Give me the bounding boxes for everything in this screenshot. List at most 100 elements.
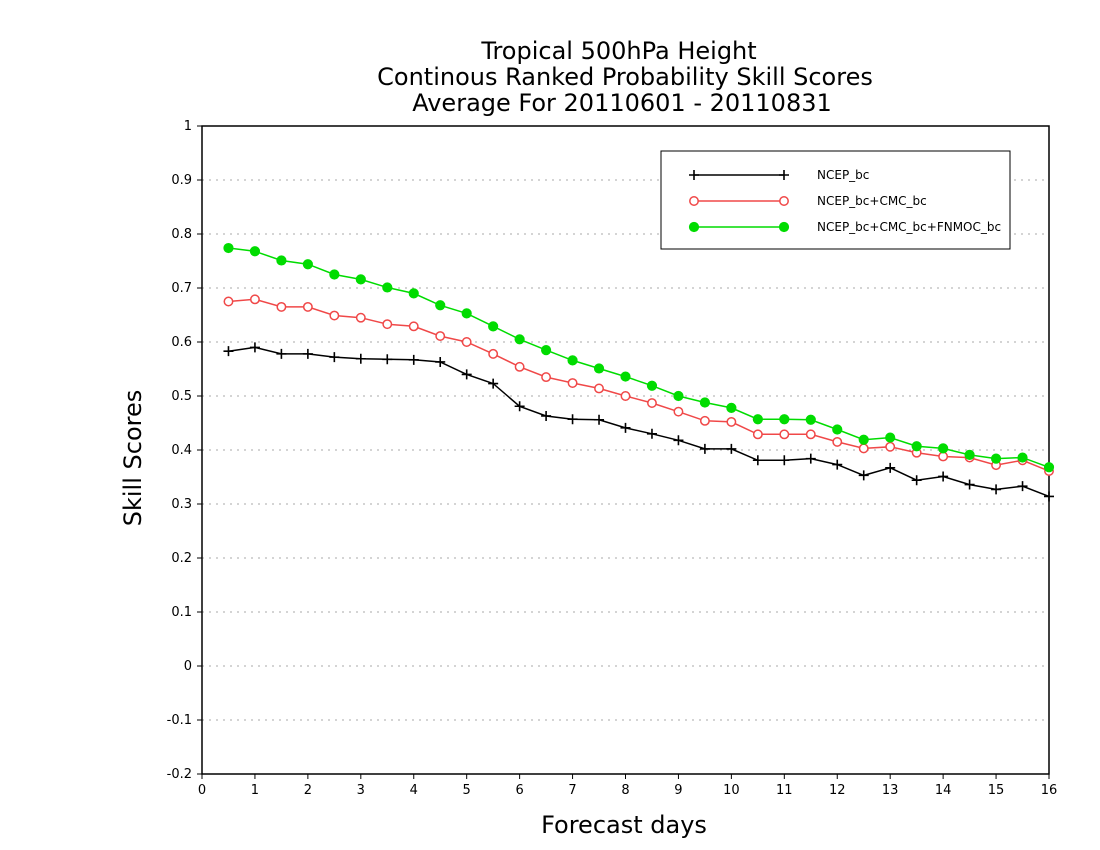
title-line-3: Average For 20110601 - 20110831 (412, 89, 832, 117)
data-point (689, 196, 699, 206)
data-point (249, 294, 260, 305)
data-point (541, 372, 552, 383)
data-point (779, 429, 790, 440)
x-tick-label: 1 (251, 783, 259, 798)
y-tick-label: 0.7 (171, 281, 192, 296)
data-point (726, 402, 737, 413)
data-point (249, 246, 261, 257)
data-point (699, 415, 710, 426)
x-tick-label: 0 (198, 783, 206, 798)
data-point (540, 345, 552, 356)
data-point (594, 414, 605, 425)
data-point (1017, 481, 1028, 492)
data-point (858, 443, 869, 454)
x-tick-label: 5 (463, 783, 471, 798)
data-point (805, 429, 816, 440)
x-tick-label: 2 (304, 783, 312, 798)
series (223, 294, 1054, 477)
data-point (620, 371, 631, 382)
data-point (435, 300, 446, 311)
y-tick-label: 1 (184, 119, 192, 134)
y-axis: -0.2 -0.1 0 0.1 0.2 0.3 0.4 0.5 0.6 0.7 0.8 0.9 1 (167, 119, 202, 782)
data-point (620, 391, 631, 401)
data-point (249, 342, 260, 353)
data-point (938, 443, 949, 454)
data-point (276, 348, 287, 359)
legend-box (660, 150, 1011, 250)
data-point (567, 378, 578, 388)
data-point (302, 301, 313, 312)
data-point (673, 406, 684, 417)
data-point (382, 282, 393, 293)
data-point (911, 441, 922, 452)
data-point (488, 348, 499, 359)
series (223, 342, 1054, 502)
y-tick-label: 0.1 (171, 605, 192, 620)
x-tick-label: 8 (621, 783, 629, 798)
x-tick-label: 10 (723, 783, 740, 798)
y-axis-title: Skill Scores (119, 390, 147, 527)
y-tick-label: -0.2 (167, 767, 192, 782)
legend-item: NCEP_bc (689, 168, 869, 182)
x-tick-label: 6 (515, 783, 523, 798)
series-layer (223, 242, 1055, 502)
data-point (302, 348, 313, 359)
data-point (276, 301, 287, 312)
x-axis: 0 1 2 3 4 5 6 7 8 9 10 11 12 13 14 15 16 (198, 774, 1057, 798)
data-point (688, 221, 700, 233)
data-point (990, 453, 1002, 464)
gridlines (202, 179, 1049, 721)
y-tick-label: -0.1 (167, 713, 192, 728)
data-point (938, 451, 949, 462)
y-tick-label: 0.6 (171, 335, 192, 350)
data-point (805, 414, 816, 425)
legend-label: NCEP_bc+CMC_bc (817, 194, 927, 208)
data-point (858, 434, 869, 445)
data-point (726, 443, 737, 454)
x-tick-label: 14 (935, 783, 952, 798)
series-line (228, 346, 1050, 498)
data-point (408, 321, 419, 332)
data-point (832, 424, 843, 435)
data-point (593, 363, 605, 374)
y-tick-label: 0.2 (171, 551, 192, 566)
data-point (911, 475, 922, 486)
data-point (276, 255, 287, 266)
data-point (382, 319, 393, 330)
data-point (885, 432, 896, 443)
data-point (488, 321, 499, 332)
data-point (779, 414, 790, 425)
data-point (858, 470, 869, 481)
series (223, 242, 1055, 473)
data-point (223, 296, 234, 307)
data-point (1043, 462, 1055, 473)
data-point (488, 378, 499, 389)
data-point (329, 352, 340, 363)
legend: NCEP_bc NCEP_bc+CMC_bc NCEP_bc+CMC_bc+FNMO… (660, 150, 1011, 250)
data-point (752, 455, 763, 466)
data-point (726, 416, 737, 427)
data-point (355, 274, 366, 285)
y-tick-label: 0 (184, 659, 192, 674)
x-tick-label: 13 (882, 783, 899, 798)
data-point (594, 383, 604, 394)
data-point (1044, 491, 1054, 502)
data-point (752, 429, 763, 440)
data-point (885, 462, 896, 473)
data-point (647, 398, 657, 408)
x-tick-label: 12 (829, 783, 846, 798)
data-point (779, 196, 789, 206)
title-line-2: Continous Ranked Probability Skill Score… (377, 63, 873, 91)
data-point (689, 170, 699, 180)
data-point (567, 355, 578, 366)
y-tick-label: 0.8 (171, 227, 192, 242)
legend-item: NCEP_bc+CMC_bc (689, 194, 927, 208)
x-tick-label: 3 (357, 783, 365, 798)
data-point (805, 453, 816, 464)
data-point (832, 436, 843, 447)
data-point (673, 390, 684, 402)
data-point (408, 354, 419, 365)
data-point (408, 288, 419, 299)
data-point (832, 459, 843, 470)
